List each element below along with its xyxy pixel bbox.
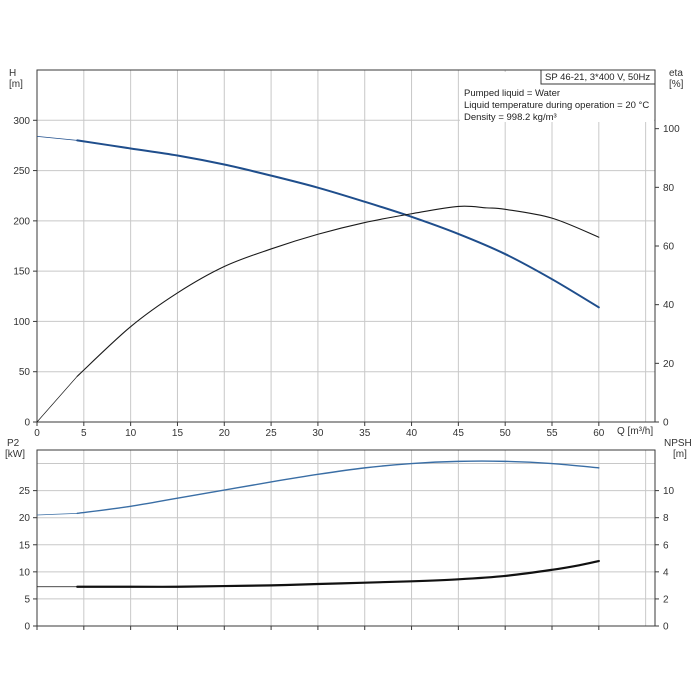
y2-tick-label: 100 bbox=[663, 124, 680, 135]
y-tick-label: 250 bbox=[13, 166, 30, 177]
y2-tick-label: 0 bbox=[663, 418, 669, 429]
x-tick-label: 50 bbox=[500, 428, 512, 439]
y2-tick-label: 0 bbox=[663, 622, 669, 633]
series-p2-line bbox=[76, 460, 600, 515]
y2-tick-label: 80 bbox=[663, 183, 675, 194]
x-tick-label: 5 bbox=[81, 428, 87, 439]
upper-grid bbox=[36, 69, 655, 423]
y2-tick-label: 4 bbox=[663, 567, 669, 578]
y2-tick-label: 2 bbox=[663, 594, 669, 605]
series-eta-line bbox=[76, 205, 600, 377]
lower-grid bbox=[36, 450, 655, 627]
upper-y2-ticks: 0 20 40 60 80 100 bbox=[655, 124, 680, 429]
y2-tick-label: 10 bbox=[663, 486, 675, 497]
x-tick-label: 60 bbox=[593, 428, 605, 439]
upper-series bbox=[36, 136, 600, 423]
power-npsh-panel: 0 5 10 15 20 25 0 2 4 6 8 10 P2 [kW] NPSH [m] bbox=[5, 438, 692, 633]
y-tick-label: 25 bbox=[19, 486, 31, 497]
y2-tick-label: 60 bbox=[663, 242, 675, 253]
series-p2-extension bbox=[36, 513, 78, 516]
x-tick-label: 20 bbox=[219, 428, 231, 439]
upper-y2-axis-label-1: eta bbox=[669, 68, 683, 79]
series-npsh-line bbox=[76, 559, 600, 588]
y-tick-label: 10 bbox=[19, 567, 31, 578]
model-label: SP 46-21, 3*400 V, 50Hz bbox=[545, 72, 650, 83]
y-tick-label: 5 bbox=[24, 594, 30, 605]
y2-tick-label: 6 bbox=[663, 540, 669, 551]
upper-x-ticks: 0 5 10 15 20 25 30 35 40 45 50 55 60 bbox=[34, 422, 605, 439]
lower-y-ticks: 0 5 10 15 20 25 bbox=[19, 486, 600, 633]
upper-y2-axis-label-2: [%] bbox=[669, 79, 684, 90]
liquid-temperature-label: Liquid temperature during operation = 20… bbox=[464, 100, 649, 111]
lower-y-axis-label-1: P2 bbox=[7, 438, 20, 449]
y-tick-label: 15 bbox=[19, 540, 31, 551]
series-h-line bbox=[76, 139, 600, 309]
upper-y-axis-label-2: [m] bbox=[9, 79, 23, 90]
y2-tick-label: 8 bbox=[663, 513, 669, 524]
y-tick-label: 150 bbox=[13, 267, 30, 278]
density-label: Density = 998.2 kg/m³ bbox=[464, 112, 557, 123]
pumped-liquid-label: Pumped liquid = Water bbox=[464, 88, 560, 99]
x-tick-label: 30 bbox=[312, 428, 324, 439]
series-h-extension bbox=[36, 136, 78, 141]
y-tick-label: 100 bbox=[13, 317, 30, 328]
upper-y-ticks: 0 50 100 150 200 250 300 bbox=[13, 116, 37, 429]
x-tick-label: 45 bbox=[453, 428, 465, 439]
x-axis-label: Q [m³/h] bbox=[617, 426, 653, 437]
lower-y-axis-label-2: [kW] bbox=[5, 449, 25, 460]
x-tick-label: 15 bbox=[172, 428, 184, 439]
x-tick-label: 40 bbox=[406, 428, 418, 439]
x-tick-label: 25 bbox=[266, 428, 278, 439]
info-box: SP 46-21, 3*400 V, 50Hz Pumped liquid = … bbox=[460, 69, 656, 123]
lower-series bbox=[36, 460, 600, 588]
y-tick-label: 0 bbox=[24, 622, 30, 633]
upper-y-axis-label-1: H bbox=[9, 68, 16, 79]
y-tick-label: 50 bbox=[19, 367, 31, 378]
lower-plot-frame bbox=[36, 449, 656, 627]
y-tick-label: 20 bbox=[19, 513, 31, 524]
head-eta-panel: 0 5 10 15 20 25 30 35 40 45 50 55 60 050100150200250… bbox=[9, 68, 684, 439]
x-tick-label: 55 bbox=[546, 428, 558, 439]
upper-plot-frame bbox=[36, 69, 656, 423]
y-tick-label: 200 bbox=[13, 216, 30, 227]
y2-tick-label: 20 bbox=[663, 359, 675, 370]
x-tick-label: 10 bbox=[125, 428, 137, 439]
lower-y2-axis-label-2: [m] bbox=[673, 449, 687, 460]
x-tick-label: 0 bbox=[34, 428, 40, 439]
y2-tick-label: 40 bbox=[663, 300, 675, 311]
x-tick-label: 35 bbox=[359, 428, 371, 439]
model-label-frame bbox=[540, 69, 656, 85]
y-tick-label: 0 bbox=[24, 418, 30, 429]
y-tick-label: 300 bbox=[13, 116, 30, 127]
lower-y2-ticks: 0 2 4 6 8 10 bbox=[655, 486, 675, 633]
series-eta-extension bbox=[36, 376, 78, 423]
lower-y2-axis-label-1: NPSH bbox=[664, 438, 692, 449]
